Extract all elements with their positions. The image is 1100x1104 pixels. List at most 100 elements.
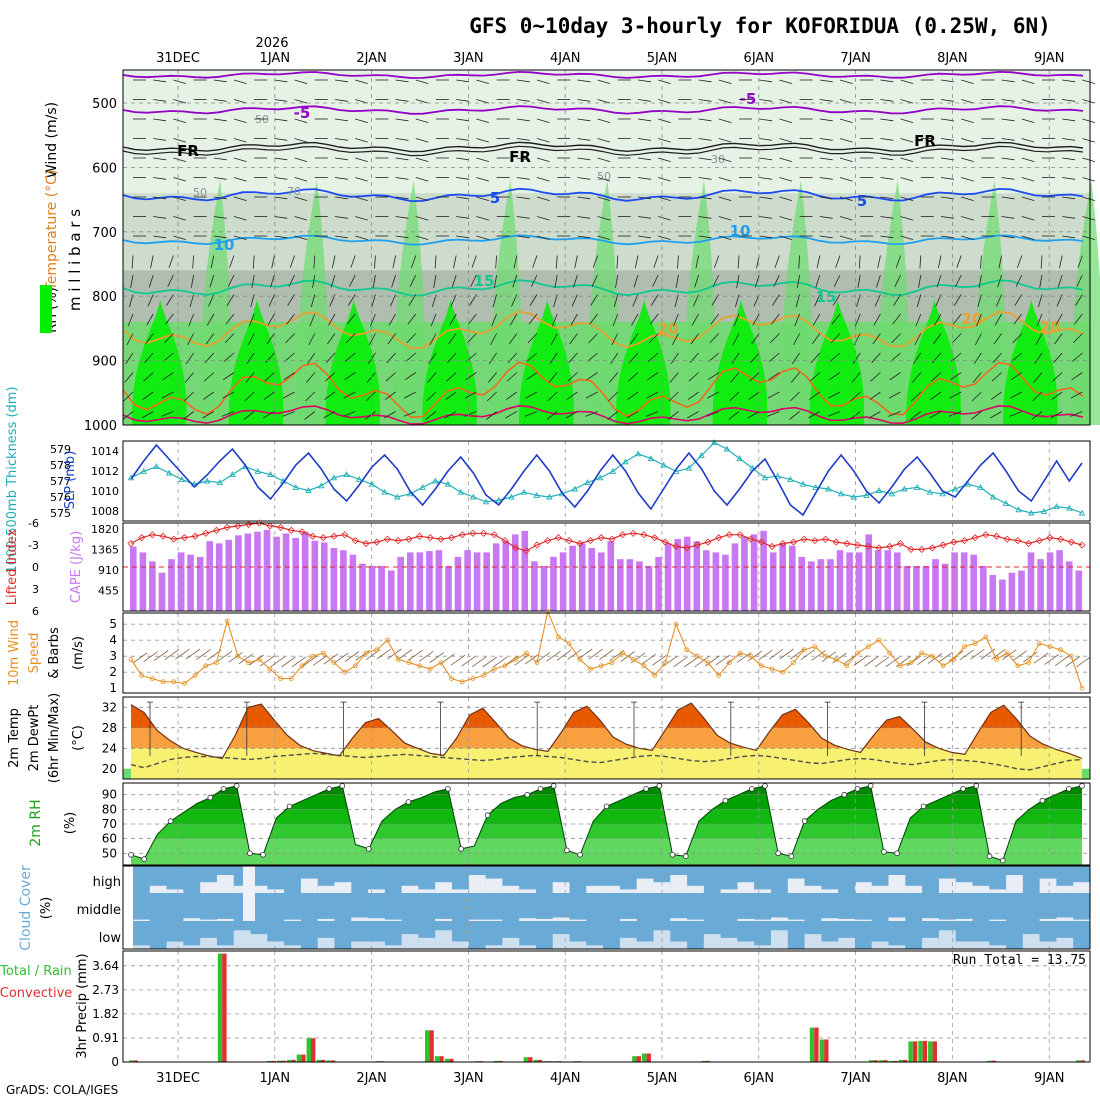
upper-wind-barb [434,255,437,269]
cape-bar [301,531,309,611]
lifted-index-marker [148,531,156,539]
upper-ytick-label: 500 [92,97,117,112]
upper-wind-barb [900,99,914,104]
lifted-index-marker [864,542,872,551]
rh-marker [682,853,689,859]
upper-wind-barb [527,333,538,344]
upper-wind-barb [451,274,457,288]
lifted-index-marker [982,531,990,539]
upper-wind-barb [687,411,699,419]
upper-wind-barb [233,79,247,84]
upper-wind-barb [224,333,235,344]
cape-bar [750,534,758,611]
upper-wind-barb [871,352,881,363]
upper-wind-barb [355,138,368,143]
cape-bar [130,546,137,611]
upper-wind-barb [326,352,336,363]
thickness-marker [634,450,642,457]
surface-wind-barb [1076,656,1091,668]
cape-bar [636,561,643,611]
bottom-date-label: 9JAN [1034,1071,1065,1086]
rh-bright-column [809,300,865,425]
surface-wind-barb [493,656,508,668]
upper-wind-barb [508,333,518,345]
upper-wind-barb [516,196,530,200]
cape-bar [473,552,481,611]
upper-wind-barb [233,157,247,162]
upper-wind-barb [167,274,174,287]
wind-tick-label: 5 [109,617,117,631]
upper-wind-barb [698,157,712,161]
wind-speed-marker [1015,663,1021,669]
isotherm-label: 15 [816,288,837,306]
lifted-index-marker [747,535,755,543]
cape-bar [492,543,500,611]
cape-bar [149,561,156,611]
upper-wind-barb [961,235,974,240]
upper-wind-barb [566,391,578,400]
cloud-cover-bar [737,941,755,949]
upper-wind-barb [952,313,962,325]
rh-green-column [683,180,718,425]
thickness-marker [520,488,528,495]
cloud-cover-bar [687,885,704,893]
top-date-label: 6JAN [744,51,775,66]
precip-convective-bar [291,1059,296,1062]
cloud-cover-bar [854,919,872,921]
upper-wind-barb [949,391,962,399]
thickness-tick-label: 579 [50,443,71,456]
upper-wind-barb [910,411,922,420]
rh-marker [326,786,332,792]
upper-wind-barb [1077,255,1083,268]
cape-bar [378,565,385,611]
thickness-marker [964,480,972,487]
upper-wind-barb [264,372,275,382]
cape-bar [225,539,233,611]
precip-convective-bar [903,1059,908,1062]
lifted-index-line [130,522,1083,552]
upper-wind-barb [940,79,954,83]
cloud-cover-bar [586,885,604,893]
upper-wind-barb [597,138,611,143]
thickness-marker [1028,509,1035,516]
precip-convective-bar [439,1056,444,1062]
cape-bar [416,552,424,611]
lifted-index-marker [640,531,648,539]
upper-wind-barb [173,196,187,201]
upper-wind-barb [956,255,962,268]
upper-wind-barb [1001,235,1015,239]
thickness-tick-label: 575 [50,507,71,520]
upper-wind-barb [476,99,490,104]
precip-convective-bar [271,1060,276,1062]
upper-wind-barb [1036,313,1043,327]
upper-wind-barb [306,372,316,383]
wind-speed-marker [716,673,722,678]
upper-wind-barb [894,274,901,287]
lifted-index-marker [971,534,979,542]
cloud-cover-bar [401,885,419,893]
upper-wind-barb [415,79,429,84]
rh-contour-label: 50 [193,186,207,199]
thickness-marker [178,475,185,482]
upper-wind-barb [536,99,550,104]
cape-bar [626,559,634,611]
upper-wind-barb [900,196,914,201]
surface-wind-barb [853,655,869,666]
upper-wind-barb [294,138,308,143]
upper-wind-barb [323,411,336,419]
upper-wind-barb [142,391,154,400]
ylabel-temp-unit: (°C) [71,725,86,751]
cape-bar [340,550,347,611]
upper-wind-barb [630,333,639,345]
wind-speed-marker [502,663,508,669]
thickness-marker [875,487,883,494]
precip-total-bar [1076,1060,1081,1062]
upper-wind-barb [853,333,861,346]
precip-total-bar [306,1038,311,1062]
upper-wind-barb [153,216,167,219]
wind-speed-marker [652,673,657,678]
upper-wind-barb [476,177,490,182]
upper-wind-barb [570,313,578,326]
upper-wind-barb [213,138,227,141]
upper-wind-barb [226,294,235,306]
